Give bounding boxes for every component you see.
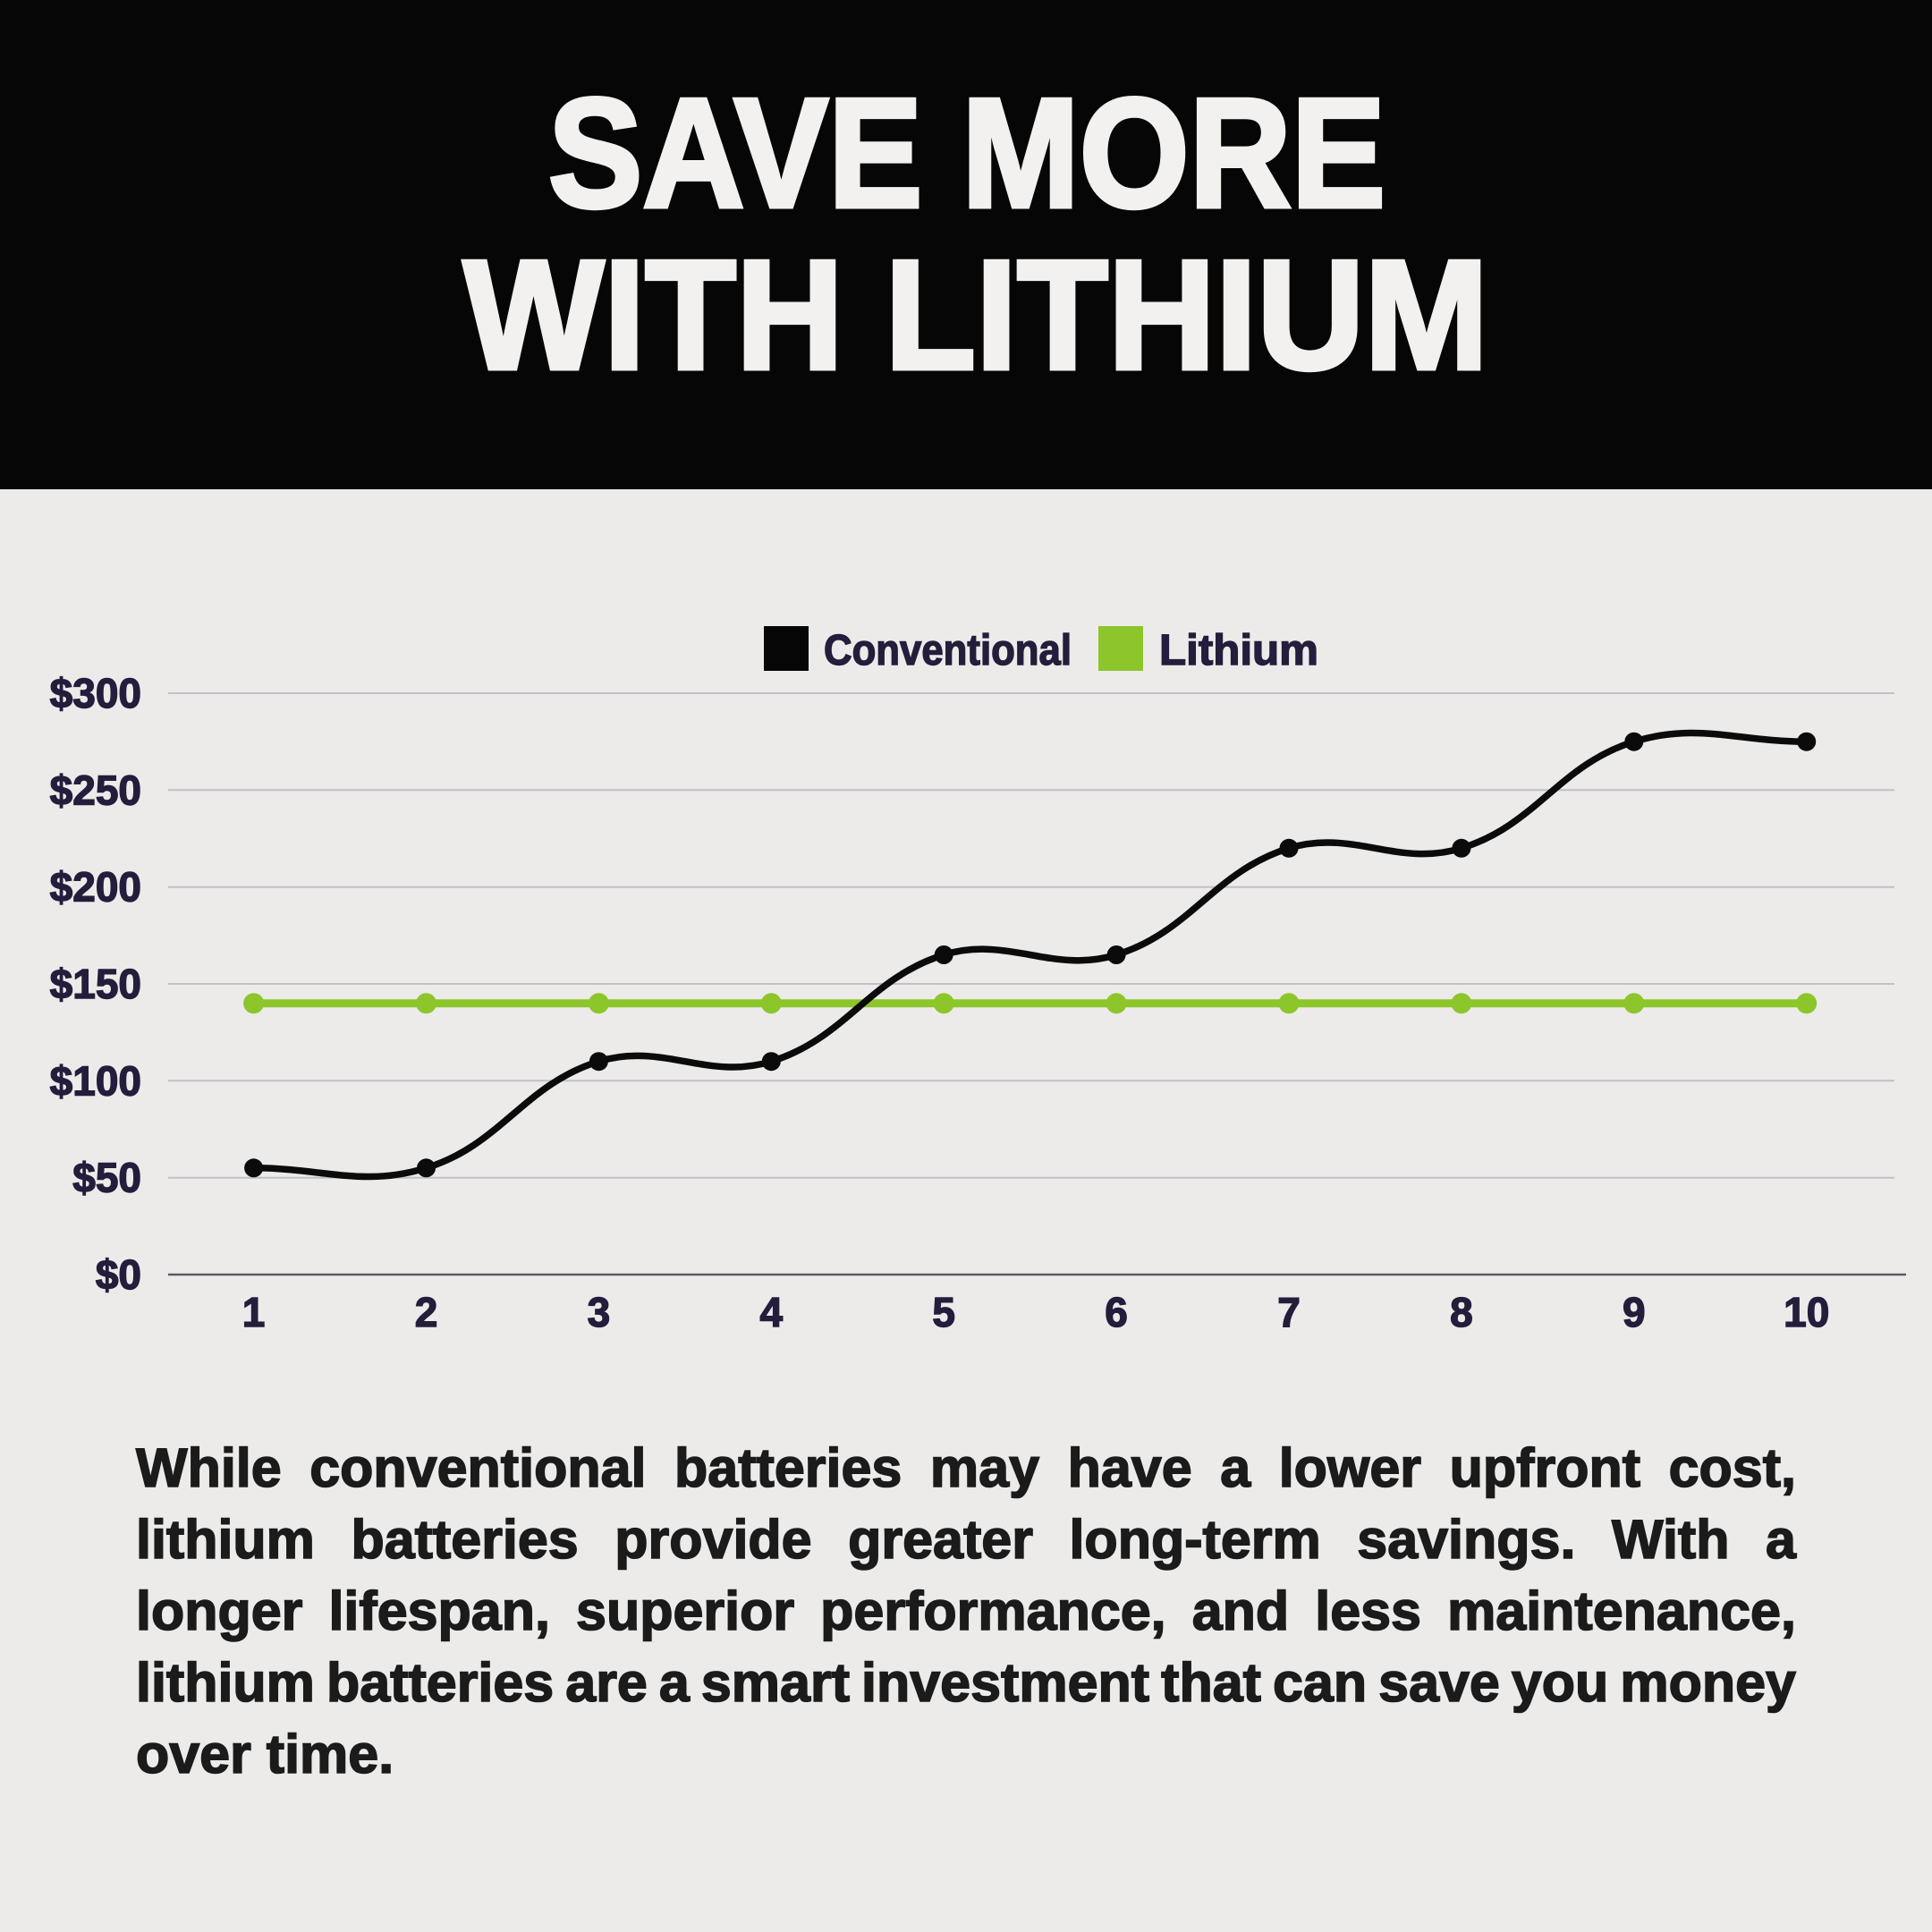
svg-text:Lithium: Lithium <box>1159 627 1318 674</box>
svg-text:9: 9 <box>1623 1289 1646 1335</box>
svg-text:Conventional: Conventional <box>824 627 1072 674</box>
svg-text:WITH LITHIUM: WITH LITHIUM <box>463 227 1488 402</box>
svg-text:$50: $50 <box>72 1155 141 1201</box>
svg-text:$150: $150 <box>50 961 141 1007</box>
svg-text:7: 7 <box>1277 1289 1301 1335</box>
svg-text:2: 2 <box>415 1289 438 1335</box>
svg-text:$100: $100 <box>50 1057 141 1104</box>
svg-text:$0: $0 <box>96 1251 141 1298</box>
svg-text:5: 5 <box>932 1289 955 1335</box>
svg-text:$250: $250 <box>50 767 141 813</box>
svg-text:SAVE MORE: SAVE MORE <box>548 65 1385 240</box>
svg-text:8: 8 <box>1450 1289 1473 1335</box>
svg-text:1: 1 <box>242 1289 266 1335</box>
svg-text:4: 4 <box>760 1289 784 1335</box>
svg-text:$300: $300 <box>50 670 141 716</box>
svg-text:10: 10 <box>1784 1289 1829 1335</box>
svg-text:6: 6 <box>1105 1289 1128 1335</box>
svg-text:$200: $200 <box>50 864 141 911</box>
svg-text:3: 3 <box>588 1289 611 1335</box>
